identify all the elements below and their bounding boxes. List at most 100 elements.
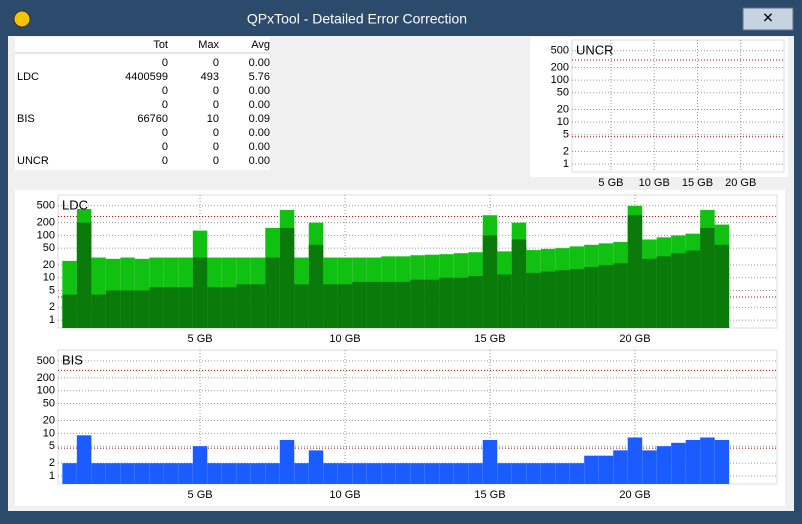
bar xyxy=(540,463,556,484)
bar xyxy=(105,290,121,328)
bar xyxy=(555,463,570,484)
bar xyxy=(569,269,585,328)
bar xyxy=(178,463,193,484)
bar xyxy=(91,463,106,484)
bar xyxy=(497,274,512,328)
bar xyxy=(207,287,222,328)
bar xyxy=(294,284,309,328)
bar xyxy=(91,294,106,328)
y-tick-label: 5 xyxy=(49,440,55,452)
row-label: UNCR xyxy=(17,155,49,167)
bar xyxy=(134,463,150,484)
y-tick-label: 10 xyxy=(557,116,569,128)
cell: 0 xyxy=(213,127,219,139)
y-tick-label: 500 xyxy=(551,45,569,57)
cell: 0.00 xyxy=(249,127,270,139)
cell: 0 xyxy=(162,57,168,69)
y-tick-label: 5 xyxy=(563,129,569,141)
table: Tot Max Avg 0 0 0.00 LDC 4400599 493 5.76 0 0 0.00 0 0… xyxy=(15,39,270,167)
bar xyxy=(120,290,135,328)
cell: 0 xyxy=(162,85,168,97)
cell: 0.00 xyxy=(249,85,270,97)
bar xyxy=(192,257,208,328)
row-label: BIS xyxy=(17,113,35,125)
y-tick-label: 20 xyxy=(557,103,569,115)
bar xyxy=(642,258,657,328)
bar xyxy=(410,279,425,328)
bar xyxy=(163,463,179,484)
bar xyxy=(526,463,541,484)
bar xyxy=(468,275,483,328)
y-tick-label: 1 xyxy=(49,470,55,482)
bar xyxy=(120,463,135,484)
x-tick-label: 10 GB xyxy=(639,177,670,189)
cell: 0 xyxy=(162,99,168,111)
x-tick-label: 15 GB xyxy=(682,177,713,189)
y-tick-label: 2 xyxy=(49,301,55,313)
bar xyxy=(395,463,411,484)
cell: 0 xyxy=(213,57,219,69)
x-tick-label: 15 GB xyxy=(474,333,505,345)
bar xyxy=(308,244,324,328)
bar xyxy=(424,463,440,484)
bar xyxy=(221,463,237,484)
bar xyxy=(584,266,599,328)
bar xyxy=(671,442,686,484)
bar xyxy=(294,463,309,484)
bar xyxy=(178,287,193,328)
bar xyxy=(62,463,77,484)
y-tick-label: 50 xyxy=(43,242,55,254)
bar xyxy=(163,287,179,328)
y-tick-label: 50 xyxy=(43,397,55,409)
cell: 66760 xyxy=(137,113,168,125)
bar xyxy=(511,463,527,484)
bar xyxy=(308,450,324,484)
bar xyxy=(526,272,541,328)
bar xyxy=(584,455,599,484)
chart-title: UNCR xyxy=(576,42,614,57)
bar xyxy=(352,281,367,328)
y-tick-label: 200 xyxy=(37,217,55,229)
y-tick-label: 1 xyxy=(563,158,569,170)
bar xyxy=(279,439,295,484)
bar xyxy=(62,294,77,328)
x-tick-label: 20 GB xyxy=(619,333,650,345)
close-button[interactable] xyxy=(742,7,794,31)
y-tick-label: 200 xyxy=(551,61,569,73)
bar xyxy=(352,463,367,484)
bar xyxy=(613,450,628,484)
bar xyxy=(439,463,454,484)
plot-area xyxy=(571,39,785,173)
bar xyxy=(265,257,280,328)
window-title: QPxTool - Detailed Error Correction xyxy=(247,11,467,27)
bar xyxy=(105,463,121,484)
cell: 4400599 xyxy=(125,71,168,83)
bar xyxy=(642,450,657,484)
y-tick-label: 5 xyxy=(49,284,55,296)
x-tick-label: 20 GB xyxy=(725,177,756,189)
bar xyxy=(555,270,570,328)
bar xyxy=(192,446,208,484)
bar xyxy=(221,287,237,328)
bar xyxy=(598,455,614,484)
bar xyxy=(656,256,672,328)
bar xyxy=(323,284,338,328)
bar xyxy=(424,279,440,328)
bar xyxy=(250,284,266,328)
bar xyxy=(265,463,280,484)
cell: 0 xyxy=(162,155,168,167)
bar xyxy=(250,463,266,484)
y-tick-label: 100 xyxy=(37,385,55,397)
bar xyxy=(685,250,701,328)
column-header: Avg xyxy=(251,39,270,51)
bar xyxy=(149,287,164,328)
row-label: LDC xyxy=(17,71,39,83)
bar xyxy=(656,446,672,484)
bar xyxy=(671,253,686,328)
y-tick-label: 50 xyxy=(557,87,569,99)
bar xyxy=(598,264,614,328)
y-tick-label: 100 xyxy=(37,229,55,241)
bar xyxy=(439,277,454,328)
chart-title: BIS xyxy=(62,352,83,367)
